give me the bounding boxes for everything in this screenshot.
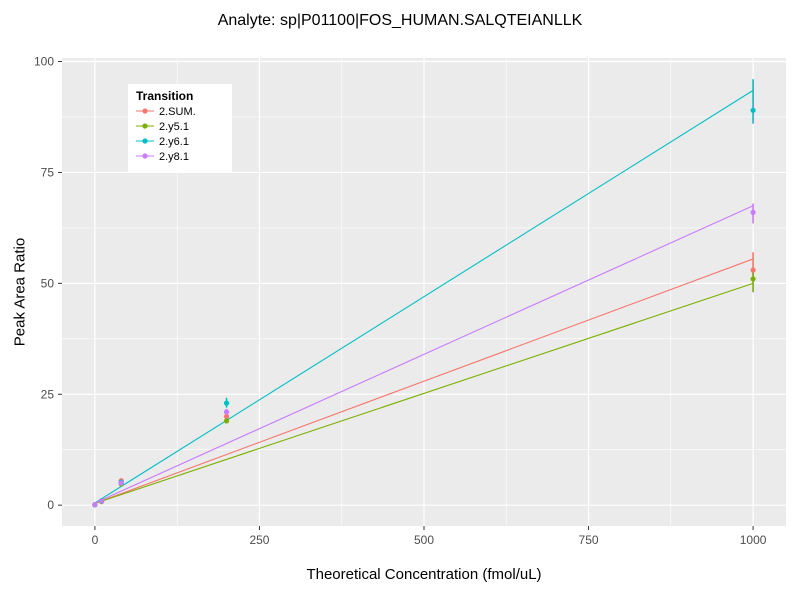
data-point [750,276,756,282]
series-line-2.y5.1 [94,282,754,504]
x-axis-title: Theoretical Concentration (fmol/uL) [306,566,542,583]
y-tick-label: 50 [41,276,55,290]
legend-key-point [142,153,148,159]
data-point [223,413,230,420]
legend-key-point [142,138,148,144]
chart-title: Analyte: sp|P01100|FOS_HUMAN.SALQTEIANLL… [217,12,583,29]
y-tick-label: 75 [41,165,55,179]
data-point [92,502,98,508]
data-point [98,498,105,504]
x-tick-label: 500 [414,533,434,547]
legend-title: Transition [136,89,193,103]
series-line-2.y6.1 [94,89,754,504]
y-tick-label: 25 [41,387,55,401]
x-tick-label: 750 [579,533,599,547]
data-point [223,418,230,424]
legend-item-label: 2.SUM. [159,106,196,118]
legend-item-label: 2.y5.1 [159,121,189,133]
data-point [750,107,756,113]
data-point [750,209,756,215]
y-tick-label: 100 [34,55,54,69]
x-tick-label: 0 [92,533,99,547]
data-point [223,409,230,415]
data-point [223,400,230,406]
x-tick-label: 250 [249,533,269,547]
data-point [118,480,124,486]
legend-key-point [142,108,148,114]
legend-key-point [142,123,148,129]
x-tick-label: 1000 [740,533,767,547]
data-point [750,267,756,273]
y-tick-label: 0 [47,498,54,512]
legend-item-label: 2.y8.1 [159,151,189,163]
series-line-2.y8.1 [94,205,754,504]
series-line-2.SUM. [94,258,754,504]
legend-item-label: 2.y6.1 [159,136,189,148]
